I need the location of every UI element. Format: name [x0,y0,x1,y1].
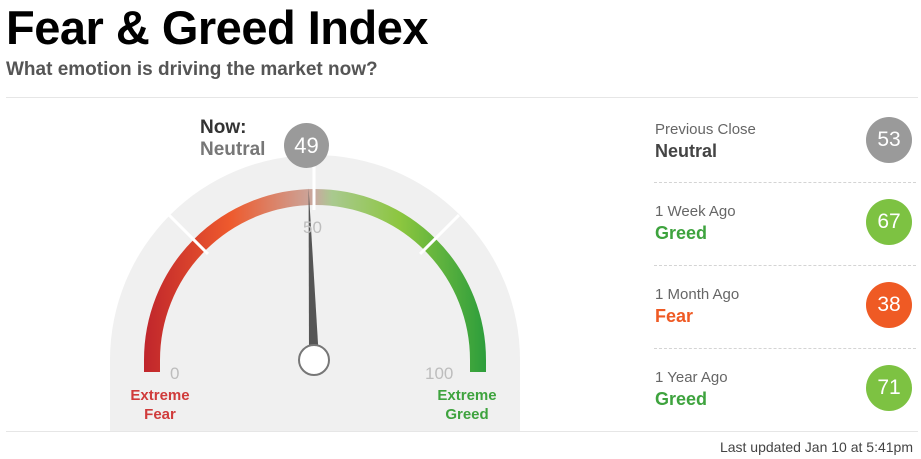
last-updated: Last updated Jan 10 at 5:41pm [719,439,913,455]
history-row-1-month: 1 Month Ago Fear 38 [654,266,916,348]
history-rating: Greed [655,389,708,409]
extreme-greed-label: Extreme Greed [437,387,497,423]
history-value-circle: 38 [866,282,912,328]
history-row-1-week: 1 Week Ago Greed 67 [654,183,916,265]
history-value-circle: 67 [866,199,912,245]
history-label: Previous Close [655,121,756,138]
now-value-bubble: 49 [284,123,329,168]
now-label: Now: [200,117,247,138]
history-separator [654,182,916,183]
fear-greed-gauge [110,155,520,431]
extreme-fear-label: Extreme Fear [130,387,190,423]
history-row-previous-close: Previous Close Neutral 53 [654,100,916,182]
gauge-needle-shape [308,188,319,361]
history-label: 1 Year Ago [655,369,728,386]
gauge-divider-75 [419,213,461,255]
current-reading: Now: Neutral [200,117,265,161]
now-rating: Neutral [200,139,266,160]
history-rating: Fear [655,306,694,326]
history-separator [654,265,916,266]
history-separator [654,348,916,349]
history-value-circle: 53 [866,117,912,163]
gauge-tick-50: 50 [303,218,322,237]
gauge-tick-100: 100 [425,364,454,383]
gauge-needle [308,188,319,361]
history-label: 1 Month Ago [655,286,740,303]
history-rating: Neutral [655,141,718,161]
page-subtitle: What emotion is driving the market now? [6,59,378,80]
history-value-circle: 71 [866,365,912,411]
bottom-divider [6,431,918,432]
gauge-divider-25 [167,213,209,255]
gauge-hub [298,344,330,376]
history-label: 1 Week Ago [655,203,736,220]
top-divider [6,97,918,98]
history-rating: Greed [655,223,708,243]
page-title: Fear & Greed Index [6,1,429,54]
history-row-1-year: 1 Year Ago Greed 71 [654,349,916,431]
gauge-tick-0: 0 [170,364,180,383]
